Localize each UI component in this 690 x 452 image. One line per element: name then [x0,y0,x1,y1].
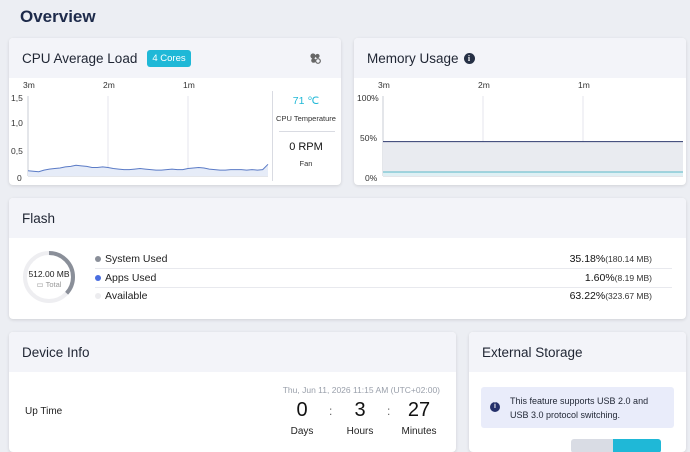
storage-notice: i This feature supports USB 2.0 and USB … [481,387,674,428]
info-icon: i [490,402,500,412]
device-datetime: Thu, Jun 11, 2026 11:15 AM (UTC+02:00) [282,385,440,395]
available-label: Available [105,290,148,302]
flash-total-row: ▭ Total [21,280,77,289]
cpu-load-chart [27,96,269,177]
memory-card-title: Memory Usage [367,50,459,66]
cpu-card-header: CPU Average Load 4 Cores [9,38,341,78]
usb-toggle[interactable] [571,439,661,452]
uptime-minutes: 27 [407,399,431,421]
uptime-hours: 3 [354,399,366,421]
cpu-temperature-value: 71 ℃ [292,95,320,107]
fan-icon[interactable] [309,52,321,64]
cpu-y-label-0-5: 0,5 [11,146,23,156]
external-storage-title: External Storage [482,344,583,360]
mem-time-label-1m: 1m [578,80,590,90]
device-info-card: Device Info Thu, Jun 11, 2026 11:15 AM (… [9,332,456,452]
cpu-load-line [27,163,269,173]
available-value: 63.22%(323.67 MB) [569,290,652,302]
cpu-load-area [28,164,268,176]
page-title: Overview [20,7,96,26]
cpu-y-label-0: 0 [17,173,22,183]
flash-total-value: 512.00 MB [28,269,70,279]
row-divider [95,287,672,288]
row-divider [95,268,672,269]
mem-time-label-2m: 2m [478,80,490,90]
memory-usage-chart [382,96,683,177]
uptime-minutes-label: Minutes [401,426,437,437]
external-storage-header: External Storage [469,332,686,372]
ring-used-arc [23,251,75,303]
flash-card-title: Flash [22,210,56,226]
cpu-y-label-1-5: 1,5 [11,93,23,103]
cpu-time-label-3m: 3m [23,80,35,90]
uptime-days: 0 [296,399,308,421]
device-info-title: Device Info [22,344,90,360]
side-separator [279,131,335,132]
mem-time-label-3m: 3m [378,80,390,90]
mem-y-label-50: 50% [360,133,378,143]
flash-total-label: Total [45,280,62,289]
system-used-dot [95,256,101,262]
device-info-header: Device Info [9,332,456,372]
info-icon[interactable]: i [463,52,475,64]
uptime-sep-1: : [329,404,333,418]
available-dot [95,293,101,299]
cpu-temperature-label: CPU Temperature [276,114,336,123]
flash-card: Flash 512.00 MB ▭ Total System Used 35.1… [9,198,686,319]
uptime-sep-2: : [387,404,391,418]
memory-card-header: Memory Usage i [354,38,686,78]
apps-used-dot [95,275,101,281]
storage-notice-text: This feature supports USB 2.0 and USB 3.… [510,396,649,420]
cpu-card: CPU Average Load 4 Cores 3m 2m 1m 1,5 1,… [9,38,341,185]
uptime-days-label: Days [290,426,314,437]
fan-label: Fan [299,159,313,168]
uptime-label: Up Time [25,406,63,417]
apps-used-label: Apps Used [105,272,157,284]
cpu-y-label-1-0: 1,0 [11,118,23,128]
cpu-time-label-1m: 1m [183,80,195,90]
chart-side-divider [272,91,273,181]
cores-badge: 4 Cores [147,49,191,67]
cpu-time-label-2m: 2m [103,80,115,90]
flash-card-header: Flash [9,198,686,238]
system-used-label: System Used [105,253,168,265]
usb-toggle-active[interactable] [613,439,661,452]
memory-buffer-area [383,172,683,176]
mem-y-label-100: 100% [357,93,379,103]
fan-rpm-value: 0 RPM [289,141,323,153]
uptime-hours-label: Hours [346,426,374,437]
cpu-card-title: CPU Average Load [22,50,138,66]
storage-icon: ▭ [36,280,44,289]
external-storage-card: External Storage i This feature supports… [469,332,686,452]
memory-card: Memory Usage i 3m 2m 1m 100% 50% 0% [354,38,686,185]
apps-used-value: 1.60%(8.19 MB) [584,272,652,284]
mem-y-label-0: 0% [365,173,378,183]
memory-used-area [383,141,683,176]
system-used-value: 35.18%(180.14 MB) [569,253,652,265]
flash-usage-ring [23,251,75,303]
